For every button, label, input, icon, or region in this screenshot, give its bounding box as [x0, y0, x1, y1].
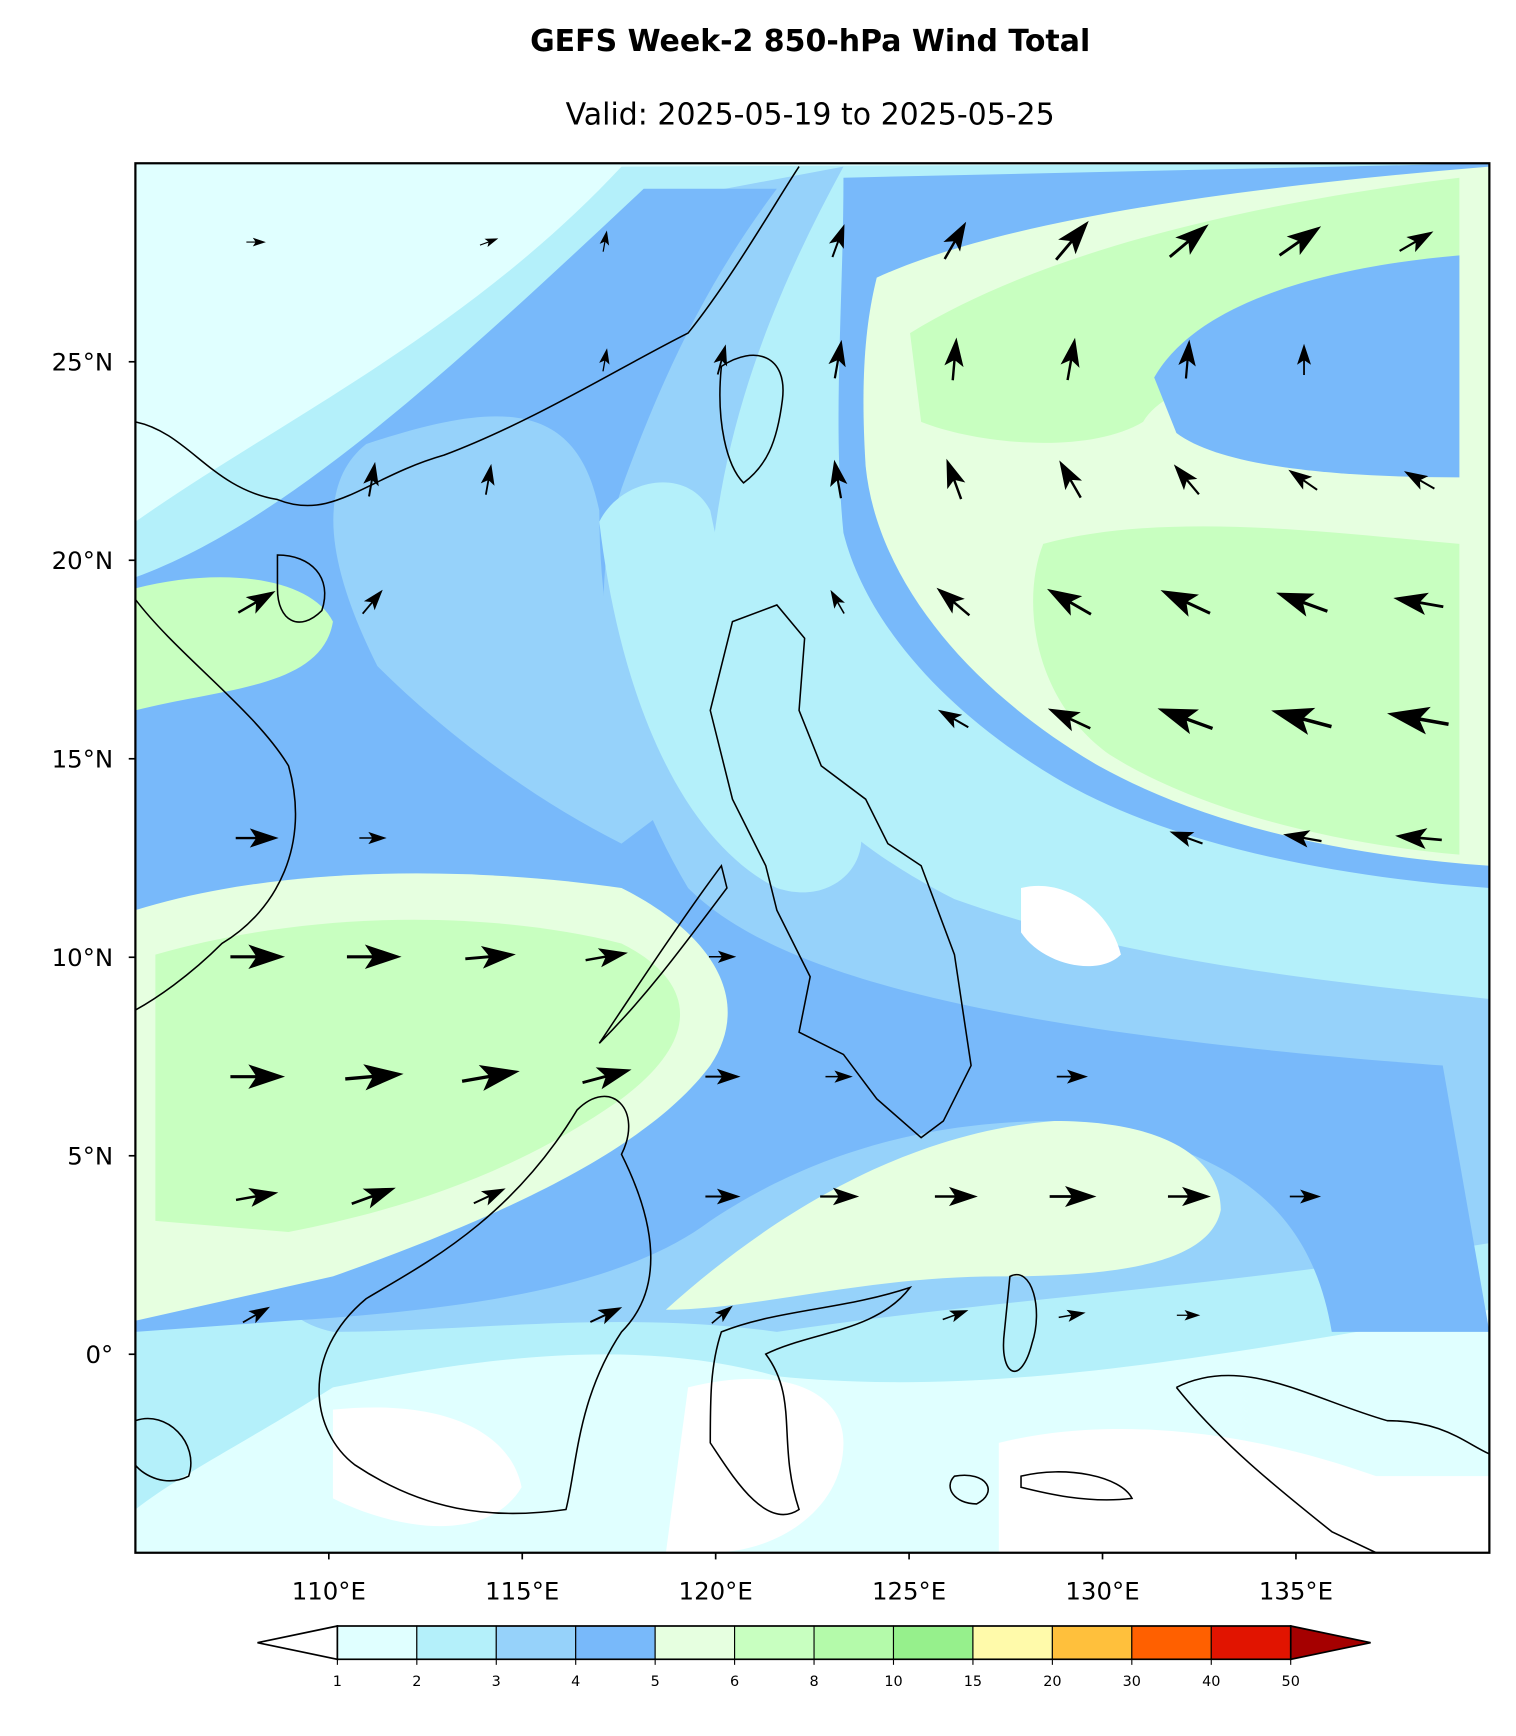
colorbar-tick-label: 6 [730, 1674, 739, 1690]
x-tick-label: 130°E [1065, 1576, 1139, 1605]
colorbar-segment [654, 1625, 736, 1660]
colorbar-tick-label: 3 [492, 1674, 501, 1690]
y-tick-label: 10°N [52, 943, 114, 972]
x-tick-label: 110°E [292, 1576, 366, 1605]
colorbar-segment [336, 1625, 418, 1660]
y-tick-label: 20°N [52, 546, 114, 575]
colorbar-tick-label: 5 [651, 1674, 660, 1690]
map-frame [134, 162, 1491, 1554]
colorbar-tick-label: 1 [333, 1674, 342, 1690]
y-tick-label: 5°N [67, 1142, 113, 1171]
colorbar-tick-label: 15 [964, 1674, 982, 1690]
colorbar-segment [575, 1625, 656, 1660]
map-title: GEFS Week-2 850-hPa Wind Total [530, 24, 1090, 59]
map-subtitle: Valid: 2025-05-19 to 2025-05-25 [566, 97, 1055, 132]
colorbar-tick-label: 10 [884, 1674, 902, 1690]
y-tick-label: 0° [85, 1340, 113, 1369]
colorbar-segment [813, 1625, 895, 1660]
colorbar-segment [972, 1625, 1053, 1660]
x-tick-label: 135°E [1259, 1576, 1333, 1605]
colorbar-segment [416, 1625, 497, 1660]
y-tick-label: 25°N [52, 348, 114, 377]
colorbar-tick-label: 8 [809, 1674, 818, 1690]
colorbar-segment [1131, 1625, 1212, 1660]
colorbar-over [1289, 1624, 1371, 1661]
y-tick-label: 15°N [52, 745, 114, 774]
colorbar-tick-label: 2 [412, 1674, 421, 1690]
colorbar-tick-label: 50 [1282, 1674, 1300, 1690]
x-tick-label: 115°E [485, 1576, 559, 1605]
x-tick-label: 120°E [679, 1576, 753, 1605]
colorbar-segment [1210, 1625, 1292, 1660]
coastlines [135, 166, 1490, 1553]
colorbar-segment [734, 1625, 815, 1660]
colorbar-under [257, 1624, 339, 1661]
colorbar-tick-label: 40 [1202, 1674, 1220, 1690]
colorbar-segment [1051, 1625, 1133, 1660]
colorbar-tick-label: 30 [1123, 1674, 1141, 1690]
wind-contours [135, 163, 1490, 1553]
axes: 110°E 115°E 120°E 125°E 130°E 135°E 0° 5°N 10°N 1… [52, 348, 1333, 1606]
x-tick-label: 125°E [872, 1576, 946, 1605]
colorbar-segment [495, 1625, 577, 1660]
colorbar: 1 2 3 4 5 6 8 10 15 20 30 40 50 [257, 1624, 1371, 1690]
colorbar-segment [892, 1625, 974, 1660]
colorbar-tick-label: 4 [571, 1674, 580, 1690]
colorbar-tick-label: 20 [1043, 1674, 1061, 1690]
